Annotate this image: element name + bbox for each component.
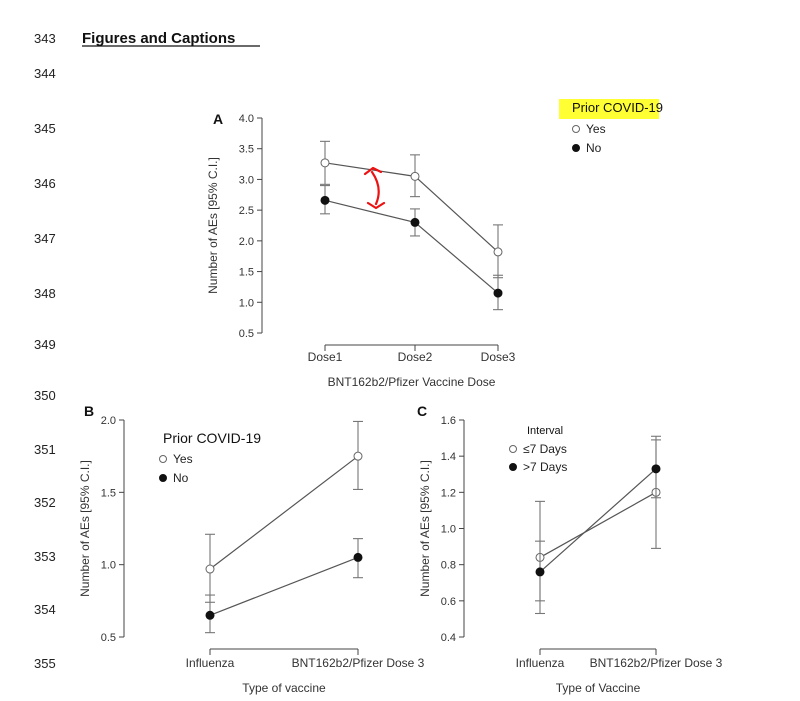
panel-label: B	[84, 403, 94, 419]
legend-title: Prior COVID-19	[572, 100, 663, 115]
y-axis-label: Number of AEs [95% C.I.]	[206, 157, 220, 294]
series-line	[539, 468, 657, 573]
x-tick-label: Influenza	[516, 656, 565, 670]
section-heading: Figures and Captions	[82, 30, 235, 47]
line-number: 344	[34, 66, 56, 81]
line-number: 347	[34, 231, 56, 246]
legend-marker	[509, 445, 517, 453]
legend-marker	[159, 455, 167, 463]
line-number: 352	[34, 495, 56, 510]
y-tick-label: 0.4	[441, 632, 456, 644]
panel-label: A	[213, 111, 223, 127]
chart-panel-b: B 0.5 1.0 1.5 2.0 Influenza BNT162b2/Pfizer Do…	[78, 403, 425, 695]
series-line	[209, 455, 359, 570]
data-point	[410, 217, 420, 227]
x-axis-label: Type of Vaccine	[556, 681, 641, 695]
x-tick-label: Influenza	[186, 656, 235, 670]
panel-label: C	[417, 403, 427, 419]
x-tick-label: Dose1	[308, 350, 343, 364]
x-axis-label: BNT162b2/Pfizer Vaccine Dose	[328, 375, 496, 389]
legend-label: No	[586, 141, 602, 155]
legend-marker	[159, 474, 167, 482]
legend-title: Prior COVID-19	[163, 430, 261, 446]
y-tick-label: 1.5	[239, 267, 254, 279]
legend-marker	[572, 125, 580, 133]
annotation-arrowhead-bottom	[366, 201, 386, 210]
line-number: 343	[34, 31, 56, 46]
data-point	[353, 451, 363, 461]
y-tick-label: 2.5	[239, 205, 254, 217]
chart-panel-a: A 0.5 1.0 1.5 2.0 2.5 3.0 3.5 4.0 Dose1 Dose2 Dose3…	[206, 99, 663, 389]
data-point	[410, 171, 420, 181]
line-number: 353	[34, 549, 56, 564]
x-tick-label: Dose3	[481, 350, 516, 364]
line-number: 348	[34, 286, 56, 301]
line-number: 355	[34, 656, 56, 671]
x-tick-label: BNT162b2/Pfizer Dose 3	[590, 656, 723, 670]
legend-label: Yes	[173, 452, 193, 466]
y-tick-label: 2.0	[239, 236, 254, 248]
data-point	[535, 567, 545, 577]
y-axis-label: Number of AEs [95% C.I.]	[78, 460, 92, 597]
y-tick-label: 1.5	[101, 487, 116, 499]
line-number: 351	[34, 442, 56, 457]
y-tick-label: 4.0	[239, 113, 254, 125]
legend-marker	[509, 463, 517, 471]
series-line	[209, 556, 359, 616]
line-number: 354	[34, 602, 56, 617]
x-tick-label: BNT162b2/Pfizer Dose 3	[292, 656, 425, 670]
y-tick-label: 1.2	[441, 487, 456, 499]
legend-label: >7 Days	[523, 460, 567, 474]
legend-label: No	[173, 471, 189, 485]
legend-label: Yes	[586, 122, 606, 136]
y-tick-label: 1.0	[441, 524, 456, 536]
data-point	[320, 158, 330, 168]
legend-highlight	[559, 99, 659, 119]
y-axis-label: Number of AEs [95% C.I.]	[418, 460, 432, 597]
data-point	[651, 464, 661, 474]
legend-title: Interval	[527, 425, 563, 437]
annotation-arrow	[370, 170, 380, 206]
series-line	[539, 491, 657, 558]
data-point	[205, 610, 215, 620]
y-tick-label: 0.5	[239, 328, 254, 340]
legend-marker	[572, 144, 580, 152]
y-tick-label: 1.0	[101, 560, 116, 572]
x-axis-label: Type of vaccine	[242, 681, 326, 695]
x-tick-label: Dose2	[398, 350, 433, 364]
data-point	[205, 564, 215, 574]
data-point	[320, 195, 330, 205]
y-tick-label: 0.8	[441, 560, 456, 572]
line-number: 349	[34, 337, 56, 352]
legend-label: ≤7 Days	[523, 442, 567, 456]
data-point	[493, 247, 503, 257]
chart-panel-c: C 0.4 0.6 0.8 1.0 1.2 1.4 1.6 Influenza BNT162b2/…	[417, 403, 723, 695]
y-tick-label: 1.6	[441, 415, 456, 427]
y-tick-label: 2.0	[101, 415, 116, 427]
data-point	[493, 288, 503, 298]
line-number: 346	[34, 176, 56, 191]
y-tick-label: 3.0	[239, 174, 254, 186]
y-tick-label: 0.5	[101, 632, 116, 644]
line-number: 350	[34, 388, 56, 403]
series-line	[324, 199, 499, 294]
line-numbers: 343 344 345 346 347 348 349 350 351 352 353 354 355	[34, 31, 56, 671]
y-tick-label: 0.6	[441, 596, 456, 608]
line-number: 345	[34, 121, 56, 136]
y-tick-label: 3.5	[239, 144, 254, 156]
annotation-arrowhead-top	[363, 166, 383, 176]
data-point	[353, 552, 363, 562]
y-tick-label: 1.0	[239, 297, 254, 309]
y-tick-label: 1.4	[441, 451, 456, 463]
